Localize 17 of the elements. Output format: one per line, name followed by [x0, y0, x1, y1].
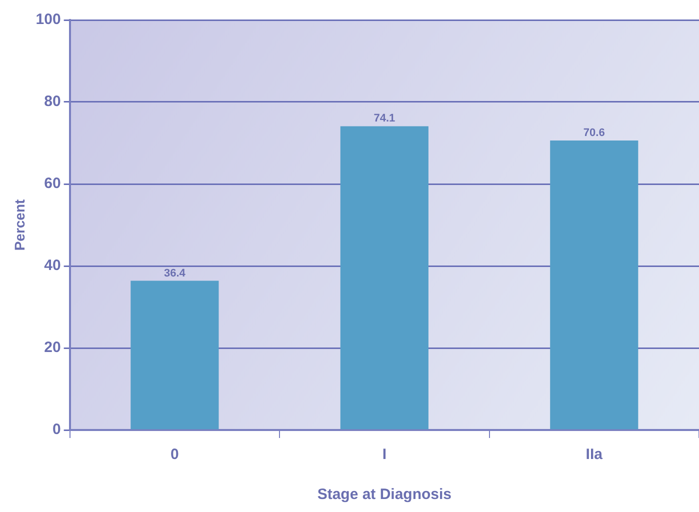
bar: [130, 280, 219, 430]
x-axis-title: Stage at Diagnosis: [317, 486, 452, 504]
x-tick-label: 0: [170, 446, 179, 464]
y-tick-label: 100: [36, 11, 61, 28]
bar: [550, 140, 638, 430]
data-label: 70.6: [583, 127, 605, 140]
y-axis-title: Percent: [11, 198, 28, 251]
y-tick-label: 20: [44, 339, 61, 356]
y-tick-label: 40: [44, 257, 61, 274]
y-tick-label: 0: [52, 421, 61, 438]
data-label: 74.1: [374, 112, 396, 125]
y-tick-label: 60: [44, 175, 61, 192]
x-tick-label: IIa: [586, 446, 604, 464]
data-label: 36.4: [164, 267, 186, 280]
x-tick-label: I: [382, 446, 386, 464]
y-tick-label: 80: [44, 93, 61, 110]
bar: [340, 126, 428, 430]
